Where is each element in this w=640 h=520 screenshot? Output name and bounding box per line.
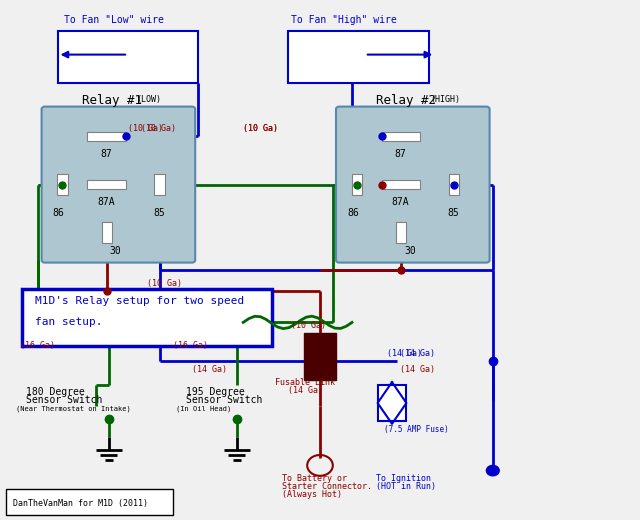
Text: 195 Degree: 195 Degree (186, 387, 244, 397)
Bar (382, 180, 420, 189)
Text: To Ignition: To Ignition (376, 474, 431, 483)
FancyBboxPatch shape (42, 107, 195, 263)
Bar (58, 174, 68, 195)
Text: (10 Ga): (10 Ga) (291, 321, 326, 330)
Text: DanTheVanMan for M1D (2011): DanTheVanMan for M1D (2011) (13, 499, 148, 508)
Bar (352, 174, 362, 195)
Text: (14 Ga): (14 Ga) (400, 349, 435, 358)
Text: 180 Degree: 180 Degree (26, 387, 84, 397)
Bar (58, 31, 198, 83)
Text: To Battery or: To Battery or (282, 474, 347, 483)
Text: (16 Ga): (16 Ga) (20, 342, 56, 350)
Text: 87A: 87A (392, 198, 409, 207)
Text: (14 Ga): (14 Ga) (192, 365, 227, 374)
Text: Sensor Switch: Sensor Switch (186, 395, 262, 405)
Text: 86: 86 (53, 208, 65, 218)
Text: (10 Ga): (10 Ga) (243, 124, 278, 133)
Text: 87: 87 (100, 149, 112, 159)
Text: 86: 86 (348, 208, 359, 218)
FancyBboxPatch shape (22, 289, 272, 346)
Text: (14 Ga): (14 Ga) (288, 386, 323, 395)
Text: Sensor Switch: Sensor Switch (26, 395, 102, 405)
Bar (378, 385, 406, 421)
Text: Starter Connector.: Starter Connector. (282, 482, 372, 491)
Text: (16 Ga): (16 Ga) (173, 342, 208, 350)
Bar (304, 333, 336, 380)
Text: (14 Ga): (14 Ga) (387, 349, 422, 358)
Bar (102, 223, 112, 243)
Text: (HOT in Run): (HOT in Run) (376, 482, 436, 491)
Text: 87A: 87A (97, 198, 115, 207)
Text: (7.5 AMP Fuse): (7.5 AMP Fuse) (384, 425, 449, 434)
Text: fan setup.: fan setup. (35, 317, 102, 327)
Text: (In Oil Head): (In Oil Head) (176, 406, 231, 412)
Bar (88, 180, 126, 189)
Text: (10 Ga): (10 Ga) (147, 279, 182, 288)
Text: (14 Ga): (14 Ga) (400, 365, 435, 374)
Text: To Fan "High" wire: To Fan "High" wire (291, 16, 397, 25)
Text: (10 Ga): (10 Ga) (243, 124, 278, 133)
Text: Relay #2: Relay #2 (376, 94, 436, 107)
Text: (Near Thermostat on Intake): (Near Thermostat on Intake) (16, 406, 131, 412)
Bar (6, 489, 173, 515)
Text: 87: 87 (395, 149, 406, 159)
Bar (288, 31, 429, 83)
Text: (HIGH): (HIGH) (430, 96, 460, 105)
Text: Relay #1: Relay #1 (82, 94, 141, 107)
Text: To Fan "Low" wire: To Fan "Low" wire (64, 16, 164, 25)
Text: 85: 85 (447, 208, 460, 218)
Text: 85: 85 (153, 208, 165, 218)
Text: Fusable Link: Fusable Link (275, 378, 335, 387)
Circle shape (486, 465, 499, 476)
Text: 30: 30 (110, 245, 122, 256)
Text: (10 Ga): (10 Ga) (141, 124, 176, 133)
Bar (396, 223, 406, 243)
Text: (10 Ga): (10 Ga) (128, 124, 163, 133)
Bar (449, 174, 459, 195)
Bar (154, 174, 164, 195)
Bar (88, 132, 126, 140)
Text: M1D's Relay setup for two speed: M1D's Relay setup for two speed (35, 296, 244, 306)
Text: (Always Hot): (Always Hot) (282, 490, 342, 499)
FancyBboxPatch shape (336, 107, 490, 263)
Text: 30: 30 (404, 245, 416, 256)
Text: (LOW): (LOW) (136, 96, 161, 105)
Bar (382, 132, 420, 140)
